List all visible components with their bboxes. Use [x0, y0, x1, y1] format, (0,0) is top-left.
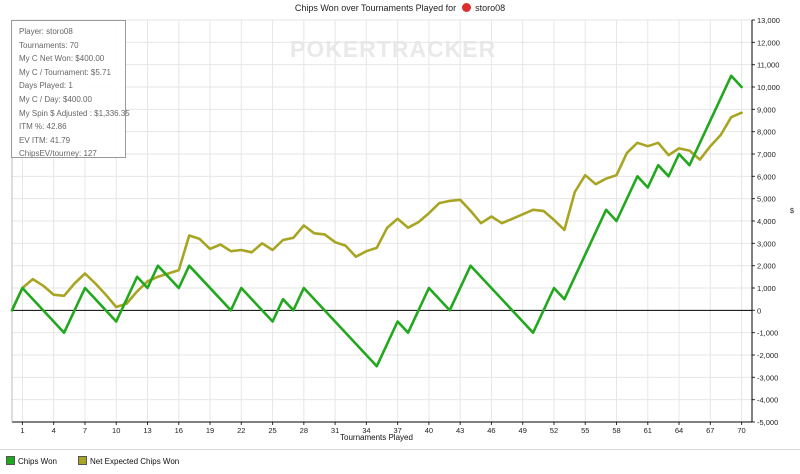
y-tick-label: 5,000: [757, 195, 776, 204]
x-axis-title: Tournaments Played: [340, 433, 413, 442]
info-line: Tournaments: 70: [19, 40, 79, 50]
x-tick-label: 43: [456, 426, 464, 435]
tick-labels: -5,000 -4,000 -3,000 -2,000 -1,000 0 1,000 2,00…: [20, 16, 794, 435]
y-tick-label: 13,000: [757, 16, 780, 25]
info-line: ITM %: 42.86: [19, 122, 67, 132]
x-tick-label: 49: [519, 426, 527, 435]
legend-swatch-chips-won: [6, 456, 15, 465]
x-tick-label: 7: [83, 426, 87, 435]
x-tick-label: 22: [237, 426, 245, 435]
y-tick-label: 0: [757, 306, 761, 315]
legend-label-chips-won: Chips Won: [18, 457, 57, 466]
y-axis-unit-label: $: [790, 208, 794, 215]
y-tick-label: -4,000: [757, 396, 778, 405]
y-tick-label: 2,000: [757, 262, 776, 271]
x-tick-label: 31: [331, 426, 339, 435]
x-tick-label: 10: [112, 426, 120, 435]
info-line: My C Net Won: $400.00: [19, 54, 105, 64]
x-tick-label: 34: [362, 426, 370, 435]
x-tick-label: 13: [143, 426, 151, 435]
legend: Chips Won Net Expected Chips Won: [0, 449, 800, 474]
y-tick-label: -2,000: [757, 351, 778, 360]
y-tick-label: 12,000: [757, 38, 780, 47]
series: [10, 74, 743, 368]
y-tick-label: -5,000: [757, 418, 778, 427]
legend-label-net-expected: Net Expected Chips Won: [90, 457, 180, 466]
y-tick-label: 7,000: [757, 150, 776, 159]
grid: [12, 19, 752, 423]
chart-title-player: storo08: [475, 3, 506, 13]
y-tick-label: 9,000: [757, 105, 776, 114]
y-tick-label: 1,000: [757, 284, 776, 293]
info-line: My Spin $ Adjusted : $1,336.35: [19, 108, 130, 118]
info-line: Days Played: 1: [19, 81, 73, 91]
stats-info-box: Player: storo08 Tournaments: 70 My C Net W…: [11, 20, 130, 159]
watermark: POKERTRACKER: [290, 36, 496, 63]
legend-item-chips-won[interactable]: Chips Won: [6, 456, 57, 466]
x-tick-label: 19: [206, 426, 214, 435]
series-line-net-expected: [10, 111, 743, 312]
x-tick-label: 1: [20, 426, 24, 435]
x-tick-label: 40: [425, 426, 433, 435]
x-tick-label: 55: [581, 426, 589, 435]
legend-item-net-expected[interactable]: Net Expected Chips Won: [78, 456, 179, 466]
series-line-chips-won: [10, 74, 743, 368]
y-tick-label: 11,000: [757, 61, 779, 70]
y-tick-label: -3,000: [757, 373, 778, 382]
pokerstars-icon: [461, 3, 471, 12]
x-tick-label: 4: [52, 426, 56, 435]
y-tick-label: 3,000: [757, 239, 776, 248]
y-tick-label: 6,000: [757, 172, 776, 181]
x-tick-label: 37: [393, 426, 401, 435]
x-tick-label: 61: [644, 426, 652, 435]
info-line: Player: storo08: [19, 27, 73, 36]
x-tick-label: 25: [268, 426, 276, 435]
chart-title-text: Chips Won over Tournaments Played for: [294, 3, 457, 13]
legend-swatch-net-expected: [78, 456, 87, 465]
x-tick-label: 52: [550, 426, 558, 435]
info-line: My C / Tournament: $5.71: [19, 67, 111, 77]
chart-title: Chips Won over Tournaments Played for st…: [0, 3, 800, 13]
info-line: EV ITM: 41.79: [19, 135, 71, 145]
y-tick-label: 10,000: [757, 83, 780, 92]
x-tick-label: 58: [612, 426, 620, 435]
watermark-text: POKERTRACKER: [290, 36, 497, 62]
info-line: ChipsEV/tourney: 127: [19, 149, 97, 159]
x-tick-label: 16: [175, 426, 183, 435]
x-tick-label: 64: [675, 426, 683, 435]
x-tick-label: 28: [300, 426, 308, 435]
x-tick-label: 67: [706, 426, 714, 435]
x-tick-label: 70: [737, 426, 745, 435]
x-tick-label: 46: [487, 426, 495, 435]
y-tick-label: 8,000: [757, 128, 776, 137]
info-line: My C / Day: $400.00: [19, 94, 92, 104]
y-tick-label: -1,000: [757, 329, 778, 338]
y-tick-label: 4,000: [757, 217, 776, 226]
